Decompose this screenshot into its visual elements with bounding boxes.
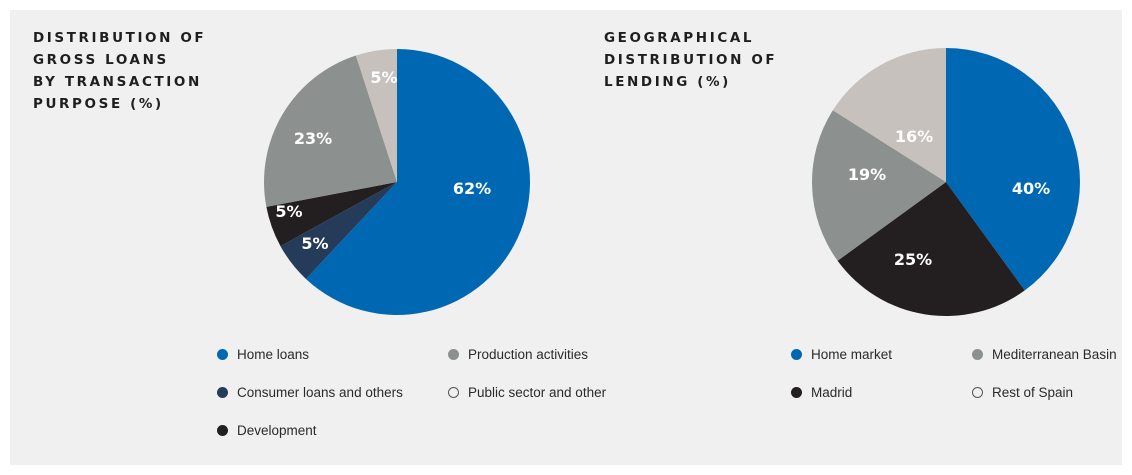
legend-marker-public-sector-and-other (448, 387, 459, 398)
legend-marker-madrid (791, 387, 802, 398)
chart-title-loan-purpose: DISTRIBUTION OF GROSS LOANS BY TRANSACTI… (33, 30, 207, 112)
legend-marker-consumer-loans-and-others (217, 387, 228, 398)
legend-marker-mediterranean-basin (972, 349, 983, 360)
pie-slice-mediterranean-basin (812, 110, 946, 261)
data-label-consumer-loans-and-others: 5% (301, 234, 328, 253)
legend-marker-home-loans (217, 349, 228, 360)
legend-label: Mediterranean Basin (992, 347, 1117, 362)
data-label-rest-of-spain: 16% (895, 127, 933, 146)
pie-slice-home-market (946, 48, 1080, 291)
legend-item-home-market: Home market (791, 347, 892, 362)
data-label-mediterranean-basin: 19% (848, 165, 886, 184)
legend-label: Production activities (468, 347, 589, 362)
legend-marker-production-activities (448, 349, 459, 360)
chart-title-geographical-lending: GEOGRAPHICAL DISTRIBUTION OF LENDING (%) (604, 30, 778, 90)
pie-slice-rest-of-spain (832, 48, 946, 182)
legend-item-public-sector-and-other: Public sector and other (448, 385, 606, 400)
legend-item-mediterranean-basin: Mediterranean Basin (972, 347, 1117, 362)
pie-chart-loan-purpose: 62% 5% 5% 23% 5% (264, 49, 531, 315)
legend-label: Home market (811, 347, 893, 362)
data-label-home-loans: 62% (453, 179, 491, 198)
legend-label: Consumer loans and others (237, 385, 403, 400)
legend-label: Public sector and other (468, 385, 607, 400)
data-label-home-market: 40% (1012, 179, 1050, 198)
legend-item-rest-of-spain: Rest of Spain (972, 385, 1073, 400)
pie-slice-madrid (837, 182, 1025, 316)
pie-slice-consumer-loans-and-others (280, 182, 397, 279)
data-label-production-activities: 23% (294, 129, 332, 148)
data-label-public-sector-and-other: 5% (370, 68, 397, 87)
charts-panel: DISTRIBUTION OF GROSS LOANS BY TRANSACTI… (10, 10, 1122, 465)
legend-item-home-loans: Home loans (217, 347, 309, 362)
legend-marker-home-market (791, 349, 802, 360)
pie-slice-home-loans (305, 49, 531, 315)
legend-label: Home loans (237, 347, 310, 362)
data-label-development: 5% (275, 202, 302, 221)
legend-marker-development (217, 425, 228, 436)
pie-slice-production-activities (264, 55, 397, 207)
data-label-madrid: 25% (894, 250, 932, 269)
legend-label: Rest of Spain (992, 385, 1074, 400)
pie-chart-geographical-lending: 40% 25% 19% 16% (812, 48, 1080, 316)
legend-marker-rest-of-spain (972, 387, 983, 398)
legend-item-consumer-loans-and-others: Consumer loans and others (217, 385, 403, 400)
legend-item-development: Development (217, 423, 317, 438)
legend-item-production-activities: Production activities (448, 347, 588, 362)
legend-label: Development (237, 423, 317, 438)
legend-label: Madrid (811, 385, 853, 400)
pie-slice-development (266, 182, 397, 247)
legend-item-madrid: Madrid (791, 385, 852, 400)
pie-slice-public-sector-and-other (355, 49, 397, 182)
